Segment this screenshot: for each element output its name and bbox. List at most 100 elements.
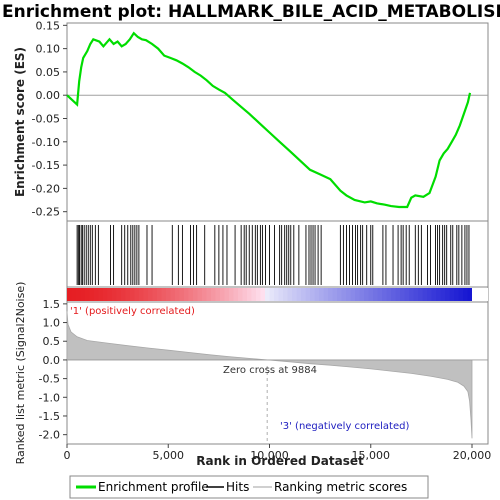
- heatmap-cell: [413, 288, 419, 301]
- heatmap-cell: [112, 288, 118, 301]
- heatmap-cell: [166, 288, 172, 301]
- chart-title: Enrichment plot: HALLMARK_BILE_ACID_META…: [2, 2, 500, 22]
- metric-y-axis-label: Ranked list metric (Signal2Noise): [14, 282, 27, 465]
- heatmap-cell: [67, 288, 73, 301]
- heatmap-cell: [346, 288, 352, 301]
- legend-es-label: Enrichment profile: [98, 480, 209, 494]
- x-tick-label: 5,000: [153, 449, 185, 462]
- heatmap-cell: [251, 288, 257, 301]
- heatmap-cell: [143, 288, 149, 301]
- heatmap-cell: [449, 288, 455, 301]
- heatmap-cell: [445, 288, 451, 301]
- x-tick-label: 0: [64, 449, 71, 462]
- heatmap-cell: [229, 288, 235, 301]
- heatmap-cell: [436, 288, 442, 301]
- heatmap-cell: [89, 288, 95, 301]
- x-tick-label: 15,000: [352, 449, 391, 462]
- axes-layer: 0.150.100.050.00-0.05-0.10-0.15-0.20-0.2…: [32, 19, 492, 462]
- heatmap-cell: [395, 288, 401, 301]
- heatmap-cell: [98, 288, 104, 301]
- heatmap-cell: [454, 288, 460, 301]
- heatmap-tail: [472, 288, 488, 301]
- heatmap-cell: [341, 288, 347, 301]
- heatmap-cell: [211, 288, 217, 301]
- heatmap-cell: [287, 288, 293, 301]
- heatmap-cell: [260, 288, 266, 301]
- heatmap-cell: [301, 288, 307, 301]
- heatmap-cell: [116, 288, 122, 301]
- heatmap-cell: [256, 288, 262, 301]
- heatmap-cell: [161, 288, 167, 301]
- heatmap-cell: [404, 288, 410, 301]
- heatmap-cell: [157, 288, 163, 301]
- heatmap-cell: [391, 288, 397, 301]
- metric-y-tick-label: 0.5: [43, 335, 61, 348]
- heatmap-cell: [427, 288, 433, 301]
- heatmap-cell: [350, 288, 356, 301]
- zero-cross-label: Zero cross at 9884: [223, 365, 317, 376]
- es-y-tick-label: -0.10: [32, 136, 60, 149]
- es-y-tick-label: 0.10: [36, 43, 61, 56]
- heatmap-cell: [337, 288, 343, 301]
- heatmap-cell: [323, 288, 329, 301]
- hits-panel-frame: [66, 220, 489, 288]
- heatmap-cell: [206, 288, 212, 301]
- hits-layer: [76, 225, 470, 285]
- metric-y-tick-label: -2.0: [39, 429, 60, 442]
- es-y-tick-label: -0.20: [32, 182, 60, 195]
- heatmap-cell: [386, 288, 392, 301]
- heatmap-cell: [121, 288, 127, 301]
- es-layer: [66, 31, 488, 209]
- es-y-tick-label: -0.25: [32, 206, 60, 219]
- heatmap-cell: [188, 288, 194, 301]
- heatmap-cell: [179, 288, 185, 301]
- heatmap-cell: [130, 288, 136, 301]
- heatmap-cell: [107, 288, 113, 301]
- heatmap-cell: [364, 288, 370, 301]
- es-y-tick-label: 0.05: [36, 66, 61, 79]
- heatmap-cell: [319, 288, 325, 301]
- heatmap-cell: [296, 288, 302, 301]
- heatmap-cell: [467, 288, 473, 301]
- heatmap-cell: [80, 288, 86, 301]
- metric-y-tick-label: -1.0: [39, 391, 60, 404]
- heatmap-cell: [103, 288, 109, 301]
- heatmap-cell: [238, 288, 244, 301]
- heatmap-cell: [202, 288, 208, 301]
- heatmap-cell: [220, 288, 226, 301]
- positive-correlation-label: '1' (positively correlated): [70, 306, 195, 317]
- heatmap-cell: [377, 288, 383, 301]
- heatmap-cell: [314, 288, 320, 301]
- metric-layer: [66, 311, 488, 444]
- metric-y-tick-label: -0.5: [39, 373, 60, 386]
- heatmap-cell: [170, 288, 176, 301]
- x-tick-label: 10,000: [250, 449, 289, 462]
- heatmap-cell: [184, 288, 190, 301]
- heatmap-cell: [71, 288, 77, 301]
- metric-y-tick-label: 1.0: [43, 317, 61, 330]
- legend-box: [69, 475, 429, 499]
- heatmap-cell: [328, 288, 334, 301]
- es-y-tick-label: -0.15: [32, 159, 60, 172]
- heatmap-cell: [359, 288, 365, 301]
- heatmap-cell: [400, 288, 406, 301]
- heatmap-cell: [463, 288, 469, 301]
- metric-y-tick-label: 0.0: [43, 354, 61, 367]
- heatmap-cell: [197, 288, 203, 301]
- es-panel-frame: [66, 22, 489, 222]
- rank-heatmap: [67, 288, 488, 301]
- heatmap-cell: [148, 288, 154, 301]
- heatmap-cell: [215, 288, 221, 301]
- heatmap-cell: [224, 288, 230, 301]
- es-series-line: [66, 31, 472, 209]
- heatmap-cell: [431, 288, 437, 301]
- heatmap-cell: [175, 288, 181, 301]
- negative-correlation-label: '3' (negatively correlated): [280, 421, 409, 432]
- legend: Enrichment profile Hits Ranking metric s…: [69, 475, 429, 499]
- legend-metric-label: Ranking metric scores: [274, 480, 407, 494]
- heatmap-cell: [76, 288, 82, 301]
- heatmap-cell: [247, 288, 253, 301]
- heatmap-cell: [269, 288, 275, 301]
- heatmap-cell: [85, 288, 91, 301]
- heatmap-cell: [373, 288, 379, 301]
